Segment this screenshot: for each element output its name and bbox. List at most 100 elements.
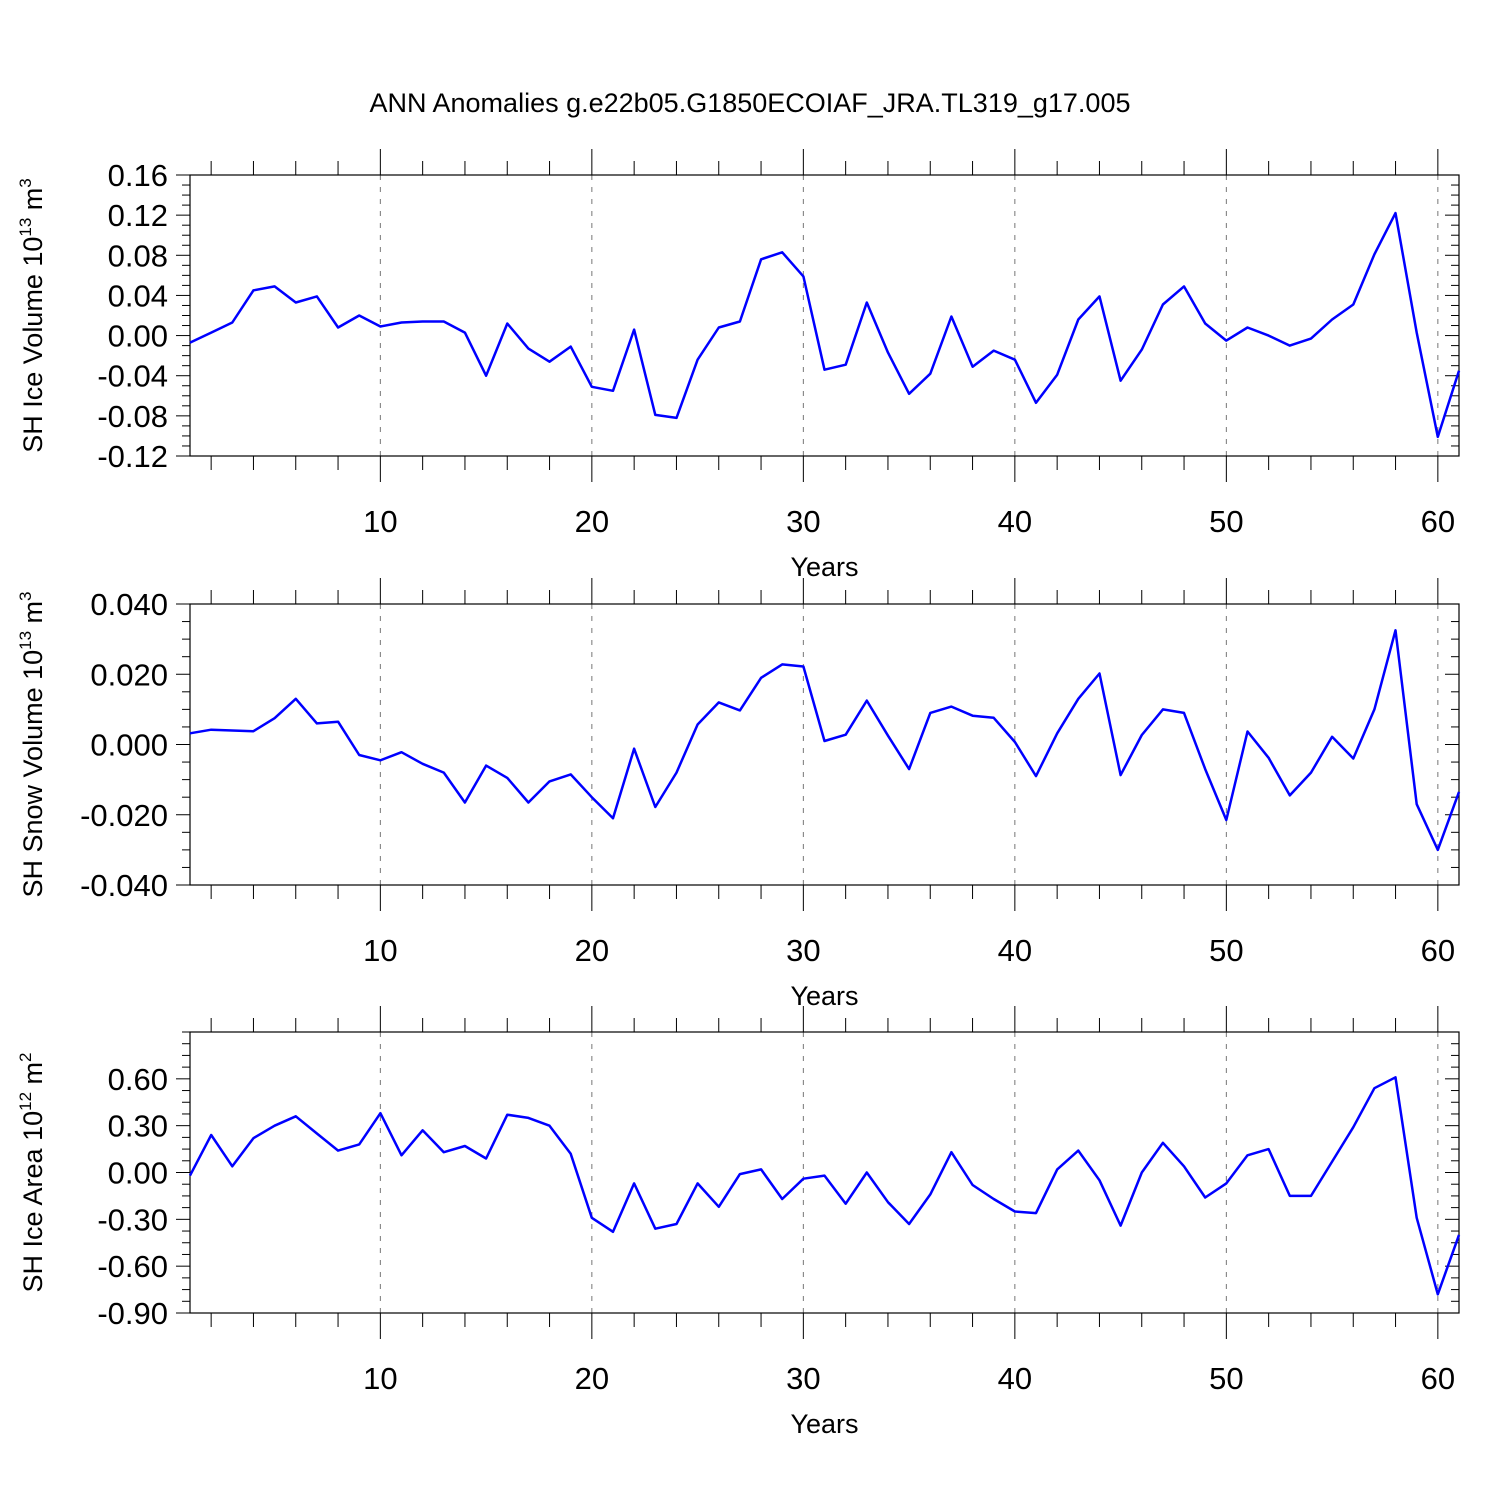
x-tick-label: 50 bbox=[1209, 504, 1243, 539]
data-point bbox=[316, 722, 318, 724]
series-line bbox=[188, 1076, 1461, 1296]
plot-frame bbox=[189, 174, 1460, 457]
y-tick-label: 0.60 bbox=[108, 1062, 168, 1097]
data-point bbox=[1352, 303, 1354, 305]
data-point bbox=[696, 358, 698, 360]
data-point bbox=[231, 321, 233, 323]
data-point bbox=[823, 740, 825, 742]
y-tick-label: 0.12 bbox=[108, 198, 168, 233]
data-point bbox=[633, 748, 635, 750]
data-point bbox=[485, 1157, 487, 1159]
y-axis-label: SH Ice Area 1012 m2 bbox=[16, 1053, 48, 1293]
data-point bbox=[950, 315, 952, 317]
y-tick-label: 0.30 bbox=[108, 1109, 168, 1144]
data-point bbox=[591, 1217, 593, 1219]
data-point bbox=[1014, 1210, 1016, 1212]
data-point bbox=[1437, 1293, 1439, 1295]
data-point bbox=[760, 258, 762, 260]
data-point bbox=[612, 817, 614, 819]
data-point bbox=[1056, 732, 1058, 734]
y-tick-label: 0.16 bbox=[108, 158, 168, 193]
series-line bbox=[189, 211, 1461, 439]
data-point bbox=[654, 1228, 656, 1230]
data-point bbox=[950, 705, 952, 707]
data-point bbox=[1394, 629, 1396, 631]
data-point bbox=[866, 301, 868, 303]
data-point bbox=[231, 729, 233, 731]
data-point bbox=[464, 801, 466, 803]
data-point bbox=[781, 1198, 783, 1200]
data-point bbox=[1183, 712, 1185, 714]
data-point bbox=[1289, 1195, 1291, 1197]
data-point bbox=[1098, 1179, 1100, 1181]
x-tick-label: 50 bbox=[1209, 933, 1243, 968]
y-tick-label: -0.040 bbox=[80, 868, 168, 903]
x-axis-label: Years bbox=[790, 1409, 858, 1439]
data-point bbox=[1267, 334, 1269, 336]
y-tick-label: -0.08 bbox=[97, 399, 168, 434]
data-point bbox=[1014, 741, 1016, 743]
data-point bbox=[358, 1143, 360, 1145]
data-point bbox=[1183, 285, 1185, 287]
y-tick-label: 0.000 bbox=[90, 728, 168, 763]
data-point bbox=[633, 328, 635, 330]
data-point bbox=[189, 341, 191, 343]
data-point bbox=[1204, 768, 1206, 770]
data-point bbox=[1394, 1076, 1396, 1078]
data-point bbox=[993, 1198, 995, 1200]
data-point bbox=[252, 289, 254, 291]
data-point bbox=[1310, 337, 1312, 339]
data-point bbox=[591, 386, 593, 388]
data-point bbox=[210, 1134, 212, 1136]
data-point bbox=[929, 712, 931, 714]
data-point bbox=[506, 322, 508, 324]
x-tick-label: 30 bbox=[786, 504, 820, 539]
data-point bbox=[718, 1206, 720, 1208]
y-tick-label: -0.60 bbox=[97, 1249, 168, 1284]
data-point bbox=[295, 698, 297, 700]
data-point bbox=[1225, 819, 1227, 821]
data-point bbox=[1141, 1171, 1143, 1173]
data-point bbox=[337, 720, 339, 722]
figure-title: ANN Anomalies g.e22b05.G1850ECOIAF_JRA.T… bbox=[370, 88, 1131, 118]
data-point bbox=[316, 295, 318, 297]
data-point bbox=[718, 326, 720, 328]
x-tick-label: 60 bbox=[1421, 504, 1455, 539]
data-point bbox=[1119, 774, 1121, 776]
data-point bbox=[1246, 730, 1248, 732]
x-tick-label: 50 bbox=[1209, 1361, 1243, 1396]
data-point bbox=[1183, 1165, 1185, 1167]
data-point bbox=[971, 714, 973, 716]
chart-panel-3: -0.90 -0.60 -0.30 0.00 0.30 0.60 10 20 30 40 50 60 Y… bbox=[16, 1006, 1461, 1439]
data-point bbox=[252, 1137, 254, 1139]
data-point bbox=[823, 368, 825, 370]
data-point bbox=[1331, 318, 1333, 320]
data-point bbox=[337, 326, 339, 328]
data-point bbox=[739, 709, 741, 711]
y-axis-label: SH Snow Volume 1013 m3 bbox=[16, 591, 48, 897]
data-point bbox=[189, 1174, 191, 1176]
data-point bbox=[781, 663, 783, 665]
data-point bbox=[1310, 1195, 1312, 1197]
data-point bbox=[1077, 318, 1079, 320]
data-point bbox=[1373, 708, 1375, 710]
y-tick-label: -0.020 bbox=[80, 798, 168, 833]
data-point bbox=[443, 1151, 445, 1153]
y-tick-label: -0.04 bbox=[97, 359, 168, 394]
data-point bbox=[612, 1231, 614, 1233]
data-point bbox=[1056, 374, 1058, 376]
x-tick-label: 20 bbox=[575, 1361, 609, 1396]
data-point bbox=[485, 764, 487, 766]
data-point bbox=[1352, 757, 1354, 759]
data-point bbox=[527, 801, 529, 803]
y-tick-label: 0.020 bbox=[90, 657, 168, 692]
data-point bbox=[1246, 1154, 1248, 1156]
data-point bbox=[548, 1124, 550, 1126]
data-point bbox=[696, 723, 698, 725]
data-point bbox=[1141, 348, 1143, 350]
data-point bbox=[316, 1132, 318, 1134]
data-point bbox=[612, 390, 614, 392]
data-point bbox=[1225, 339, 1227, 341]
data-point bbox=[1416, 803, 1418, 805]
